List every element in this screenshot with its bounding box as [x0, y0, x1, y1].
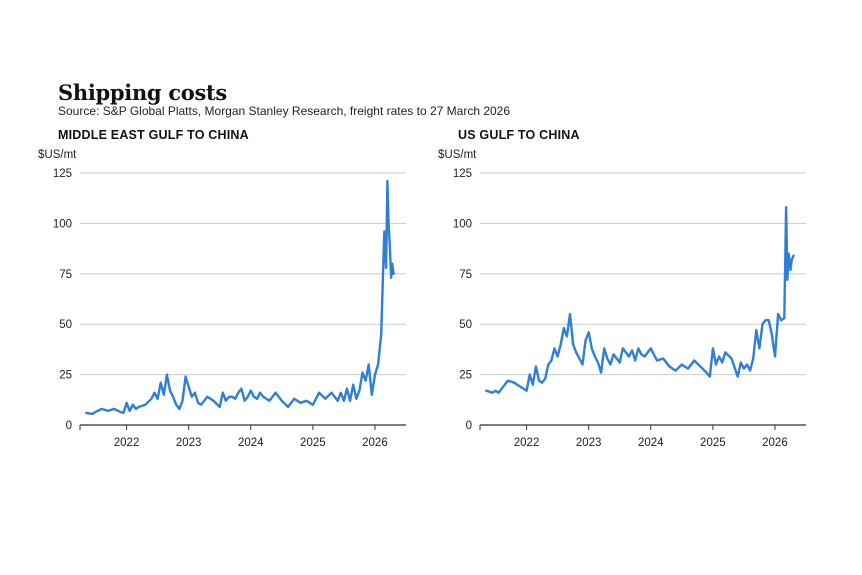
x-tick-label: 2024 [638, 437, 664, 449]
line-chart-middle-east: $US/mt 0 25 50 75 100 125 2022 2023 2024 2025 2026 [38, 149, 406, 449]
y-axis-label: $US/mt [38, 149, 77, 161]
line-chart-us-gulf: $US/mt 0 25 50 75 100 125 2022 2023 2024 2025 2026 [438, 149, 806, 449]
y-axis-label: $US/mt [438, 149, 477, 161]
y-tick-label: 25 [59, 370, 72, 382]
y-tick-label: 0 [66, 420, 72, 432]
series-line [85, 179, 395, 416]
y-tick-label: 100 [453, 218, 472, 230]
y-tick-label: 50 [59, 319, 72, 331]
x-tick-label: 2023 [576, 437, 602, 449]
x-tick-label: 2025 [700, 437, 726, 449]
y-tick-label: 25 [459, 370, 472, 382]
x-tick-label: 2024 [238, 437, 264, 449]
x-tick-label: 2026 [362, 437, 388, 449]
y-tick-label: 0 [466, 420, 472, 432]
x-tick-label: 2026 [762, 437, 788, 449]
chart-title: Shipping costs [58, 80, 227, 105]
chart-panel-us-gulf: US GULF TO CHINA $US/mt 0 25 50 75 100 125 2022… [438, 128, 838, 458]
y-tick-label: 50 [459, 319, 472, 331]
x-tick-label: 2022 [114, 437, 140, 449]
x-tick-label: 2023 [176, 437, 202, 449]
y-tick-label: 75 [459, 269, 472, 281]
y-tick-label: 75 [59, 269, 72, 281]
y-tick-label: 125 [53, 168, 72, 180]
panel-title: US GULF TO CHINA [458, 128, 580, 142]
y-tick-label: 100 [53, 218, 72, 230]
x-tick-label: 2022 [514, 437, 540, 449]
series-line [485, 206, 795, 394]
y-tick-label: 125 [453, 168, 472, 180]
panel-title: MIDDLE EAST GULF TO CHINA [58, 128, 249, 142]
chart-panel-middle-east: MIDDLE EAST GULF TO CHINA $US/mt 0 25 50 75 1… [38, 128, 438, 458]
chart-source: Source: S&P Global Platts, Morgan Stanle… [58, 104, 511, 118]
x-tick-label: 2025 [300, 437, 326, 449]
